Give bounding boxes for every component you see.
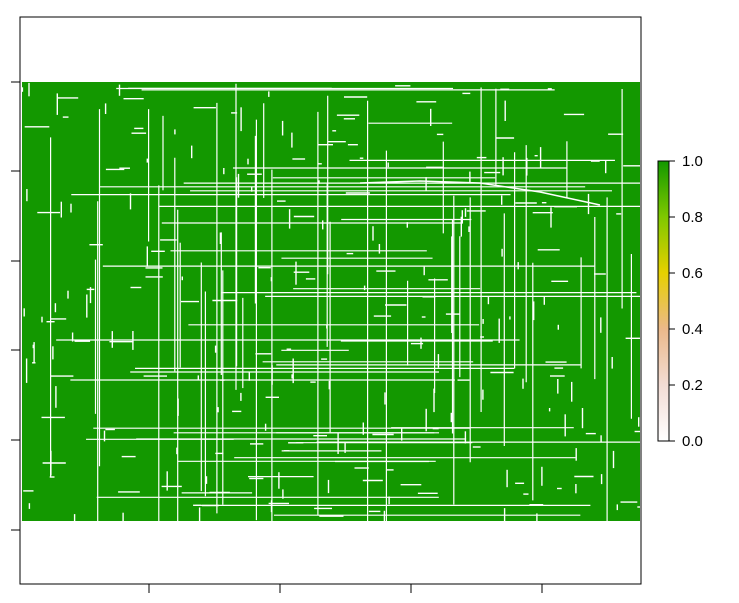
- gap-diagonal: [359, 180, 601, 206]
- colorbar-tick-label: 0.8: [682, 209, 703, 226]
- heatmap-raster: [21, 82, 640, 521]
- colorbar-tick-label: 0.4: [682, 321, 703, 338]
- colorbar-tick-label: 0.6: [682, 265, 703, 282]
- colorbar-legend: 0.0 0.2 0.4 0.6 0.8 1.0: [657, 153, 703, 450]
- colorbar-tick-label: 0.2: [682, 377, 703, 394]
- x-axis: [148, 584, 543, 593]
- y-axis: [11, 81, 20, 531]
- raster-fill: [22, 82, 640, 521]
- colorbar-tick-label: 1.0: [682, 153, 703, 170]
- colorbar-tick-label: 0.0: [682, 433, 703, 450]
- colorbar-gradient: [657, 160, 670, 442]
